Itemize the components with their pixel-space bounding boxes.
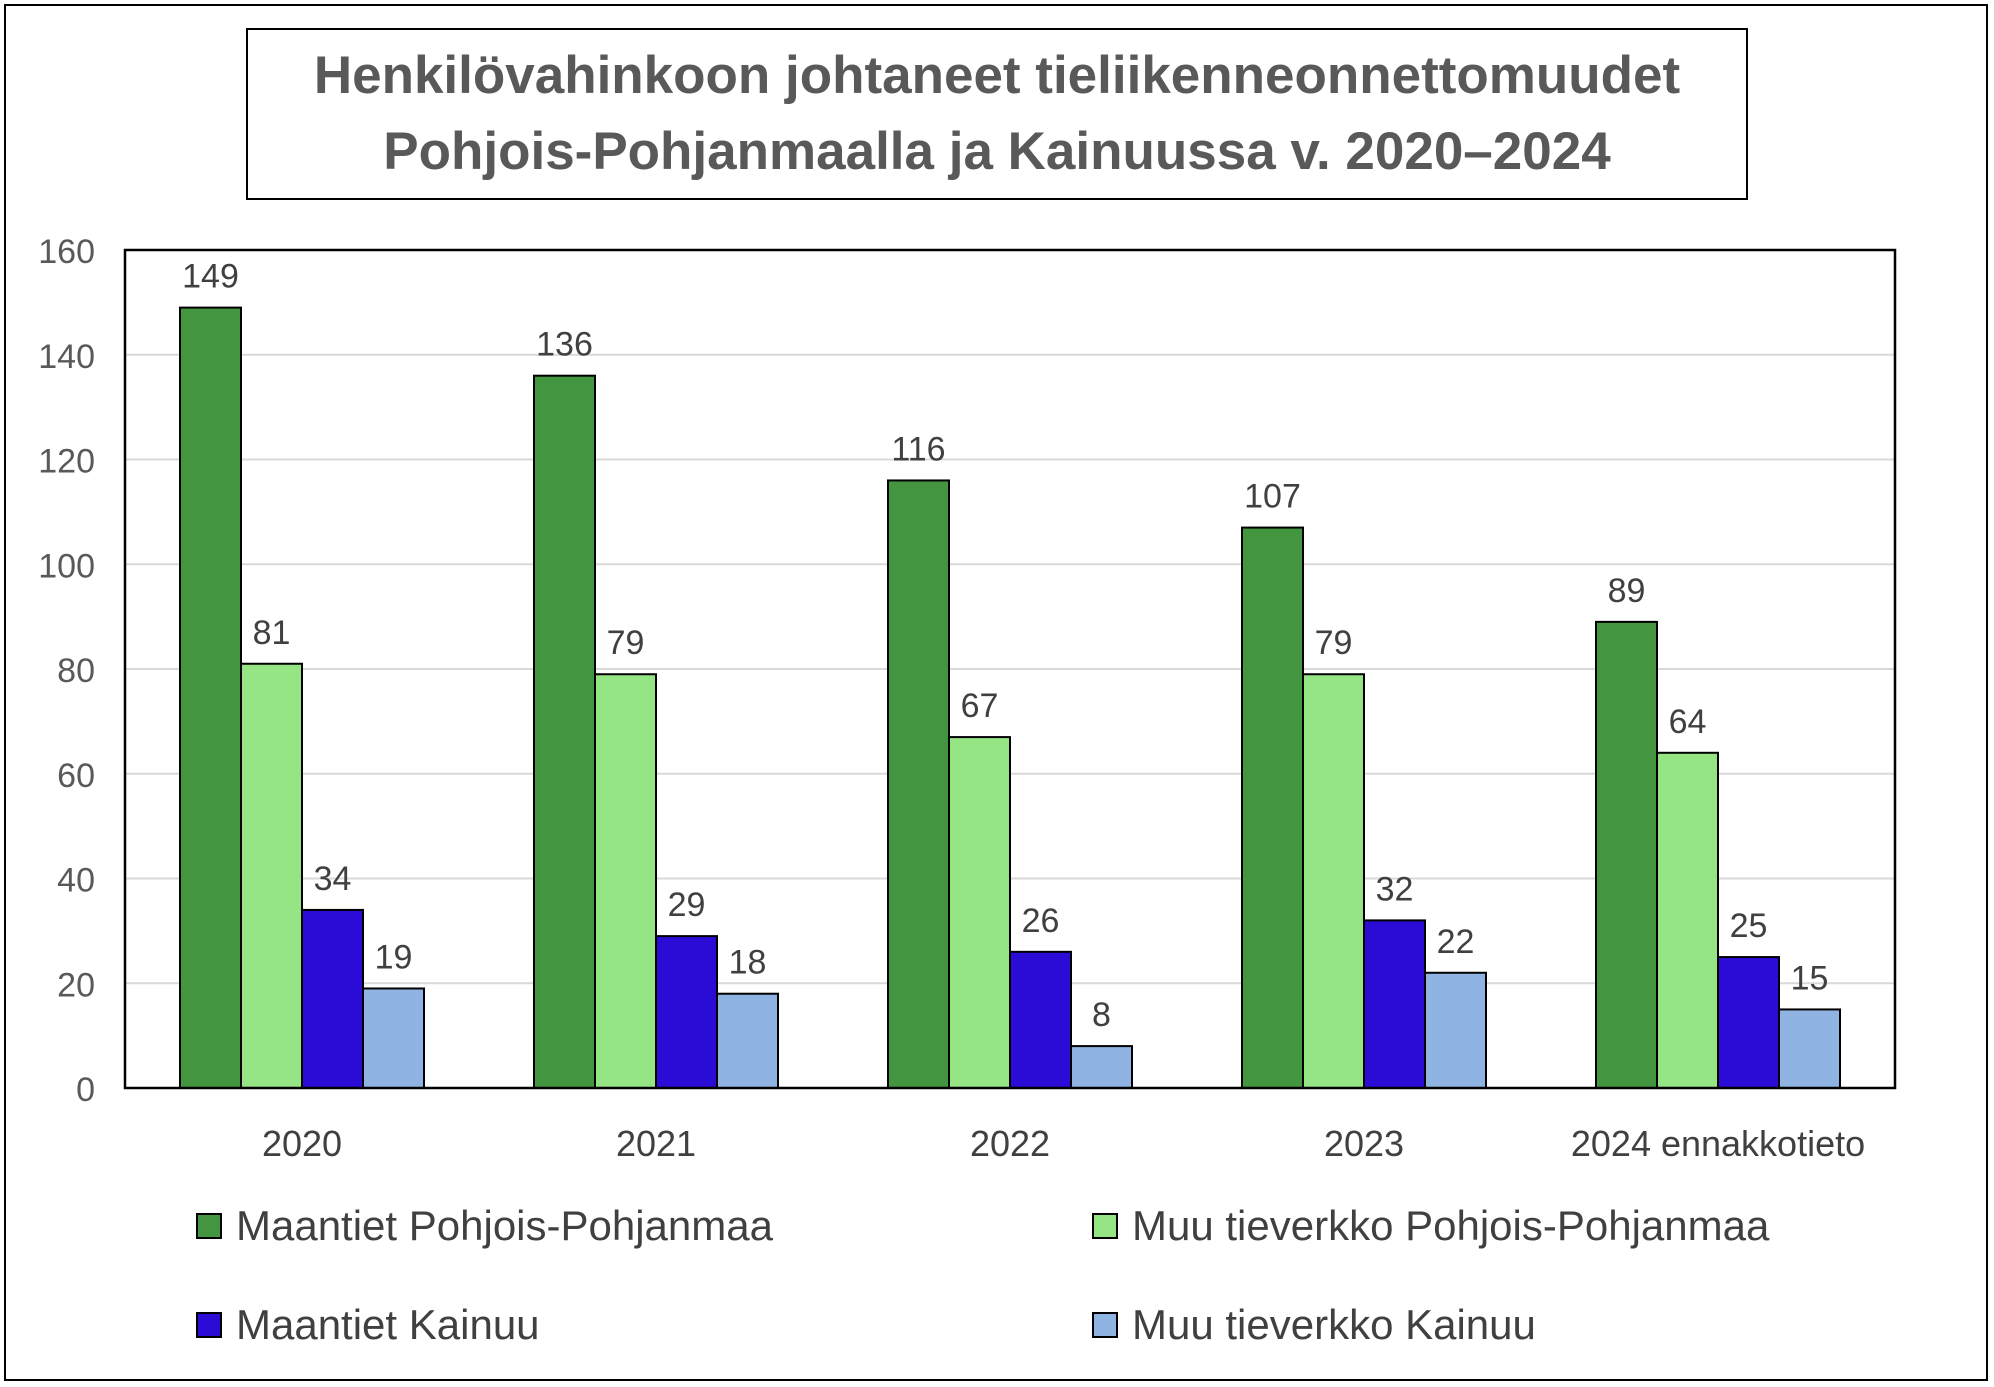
data-label-maantiet-pohjois-pohjanmaa-2020: 149 bbox=[182, 258, 239, 296]
data-label-maantiet-kainuu-2021: 29 bbox=[668, 886, 706, 924]
y-tick-label-0: 0 bbox=[76, 1071, 95, 1109]
bar-maantiet-kainuu-2023 bbox=[1363, 919, 1426, 1090]
data-label-muu-tieverkko-pohjois-pohjanmaa-2023: 79 bbox=[1315, 624, 1353, 662]
y-tick-label-140: 140 bbox=[38, 338, 95, 376]
data-label-muu-tieverkko-pohjois-pohjanmaa-2020: 81 bbox=[253, 614, 291, 652]
y-tick-label-40: 40 bbox=[57, 862, 95, 900]
data-label-maantiet-kainuu-2024-ennakkotieto: 25 bbox=[1730, 907, 1768, 945]
data-label-muu-tieverkko-kainuu-2021: 18 bbox=[729, 944, 767, 982]
bar-maantiet-kainuu-2022 bbox=[1009, 950, 1072, 1090]
legend-swatch-muu-tieverkko-kainuu bbox=[1092, 1312, 1118, 1338]
chart-title-box: Henkilövahinkoon johtaneet tieliikenneon… bbox=[246, 28, 1748, 200]
bar-muu-tieverkko-kainuu-2023 bbox=[1424, 971, 1487, 1090]
data-label-maantiet-pohjois-pohjanmaa-2021: 136 bbox=[536, 326, 593, 364]
bar-maantiet-kainuu-2024-ennakkotieto bbox=[1717, 956, 1780, 1089]
data-label-muu-tieverkko-pohjois-pohjanmaa-2021: 79 bbox=[607, 624, 645, 662]
y-tick-label-100: 100 bbox=[38, 547, 95, 585]
bar-muu-tieverkko-kainuu-2022 bbox=[1070, 1045, 1133, 1089]
legend-swatch-maantiet-pohjois-pohjanmaa bbox=[196, 1213, 222, 1239]
chart-title-line-2: Pohjois-Pohjanmaalla ja Kainuussa v. 202… bbox=[383, 122, 1611, 181]
legend-item-maantiet-pohjois-pohjanmaa: Maantiet Pohjois-Pohjanmaa bbox=[196, 1196, 773, 1256]
data-label-maantiet-pohjois-pohjanmaa-2024-ennakkotieto: 89 bbox=[1608, 572, 1646, 610]
legend-label-muu-tieverkko-kainuu: Muu tieverkko Kainuu bbox=[1132, 1301, 1536, 1348]
data-label-muu-tieverkko-pohjois-pohjanmaa-2022: 67 bbox=[961, 687, 999, 725]
data-label-muu-tieverkko-pohjois-pohjanmaa-2024-ennakkotieto: 64 bbox=[1669, 703, 1707, 741]
x-tick-label-2020: 2020 bbox=[262, 1123, 342, 1164]
legend-label-maantiet-pohjois-pohjanmaa: Maantiet Pohjois-Pohjanmaa bbox=[236, 1202, 773, 1249]
bar-maantiet-kainuu-2020 bbox=[301, 908, 364, 1089]
bar-maantiet-pohjois-pohjanmaa-2022 bbox=[887, 479, 950, 1089]
legend-swatch-muu-tieverkko-pohjois-pohjanmaa bbox=[1092, 1213, 1118, 1239]
legend-item-muu-tieverkko-kainuu: Muu tieverkko Kainuu bbox=[1092, 1295, 1536, 1355]
bar-maantiet-pohjois-pohjanmaa-2024-ennakkotieto bbox=[1595, 620, 1658, 1089]
bar-maantiet-pohjois-pohjanmaa-2023 bbox=[1241, 526, 1304, 1089]
data-label-maantiet-kainuu-2023: 32 bbox=[1376, 870, 1414, 908]
y-tick-label-60: 60 bbox=[57, 757, 95, 795]
bar-muu-tieverkko-kainuu-2021 bbox=[716, 992, 779, 1089]
plot-area-border bbox=[123, 248, 1897, 1090]
y-tick-label-80: 80 bbox=[57, 652, 95, 690]
legend-item-maantiet-kainuu: Maantiet Kainuu bbox=[196, 1295, 540, 1355]
y-tick-label-120: 120 bbox=[38, 443, 95, 481]
legend-label-maantiet-kainuu: Maantiet Kainuu bbox=[236, 1301, 540, 1348]
data-label-maantiet-pohjois-pohjanmaa-2022: 116 bbox=[891, 430, 945, 468]
y-tick-label-20: 20 bbox=[57, 966, 95, 1004]
bar-muu-tieverkko-kainuu-2024-ennakkotieto bbox=[1778, 1008, 1841, 1089]
data-label-maantiet-kainuu-2020: 34 bbox=[314, 860, 352, 898]
data-label-muu-tieverkko-kainuu-2020: 19 bbox=[375, 938, 413, 976]
bar-muu-tieverkko-pohjois-pohjanmaa-2020 bbox=[240, 662, 303, 1089]
bar-maantiet-pohjois-pohjanmaa-2020 bbox=[179, 306, 242, 1089]
data-label-muu-tieverkko-kainuu-2023: 22 bbox=[1437, 923, 1475, 961]
x-tick-label-2023: 2023 bbox=[1324, 1123, 1404, 1164]
bar-muu-tieverkko-pohjois-pohjanmaa-2022 bbox=[948, 736, 1011, 1090]
x-tick-label-2024-ennakkotieto: 2024 ennakkotieto bbox=[1571, 1123, 1865, 1164]
legend-label-muu-tieverkko-pohjois-pohjanmaa: Muu tieverkko Pohjois-Pohjanmaa bbox=[1132, 1202, 1770, 1249]
data-label-maantiet-pohjois-pohjanmaa-2023: 107 bbox=[1244, 478, 1301, 516]
bar-maantiet-kainuu-2021 bbox=[655, 935, 718, 1089]
bar-muu-tieverkko-pohjois-pohjanmaa-2024-ennakkotieto bbox=[1656, 751, 1719, 1089]
legend-swatch-maantiet-kainuu bbox=[196, 1312, 222, 1338]
bar-maantiet-pohjois-pohjanmaa-2021 bbox=[533, 374, 596, 1089]
data-label-muu-tieverkko-kainuu-2024-ennakkotieto: 15 bbox=[1791, 959, 1829, 997]
x-tick-label-2021: 2021 bbox=[616, 1123, 696, 1164]
legend-item-muu-tieverkko-pohjois-pohjanmaa: Muu tieverkko Pohjois-Pohjanmaa bbox=[1092, 1196, 1769, 1256]
data-label-maantiet-kainuu-2022: 26 bbox=[1022, 902, 1060, 940]
x-tick-label-2022: 2022 bbox=[970, 1123, 1050, 1164]
chart-title-line-1: Henkilövahinkoon johtaneet tieliikenneon… bbox=[313, 46, 1681, 105]
bar-muu-tieverkko-pohjois-pohjanmaa-2023 bbox=[1302, 673, 1365, 1089]
bar-muu-tieverkko-kainuu-2020 bbox=[362, 987, 425, 1089]
data-label-muu-tieverkko-kainuu-2022: 8 bbox=[1092, 996, 1111, 1034]
bar-muu-tieverkko-pohjois-pohjanmaa-2021 bbox=[594, 673, 657, 1089]
y-tick-label-160: 160 bbox=[38, 233, 95, 271]
